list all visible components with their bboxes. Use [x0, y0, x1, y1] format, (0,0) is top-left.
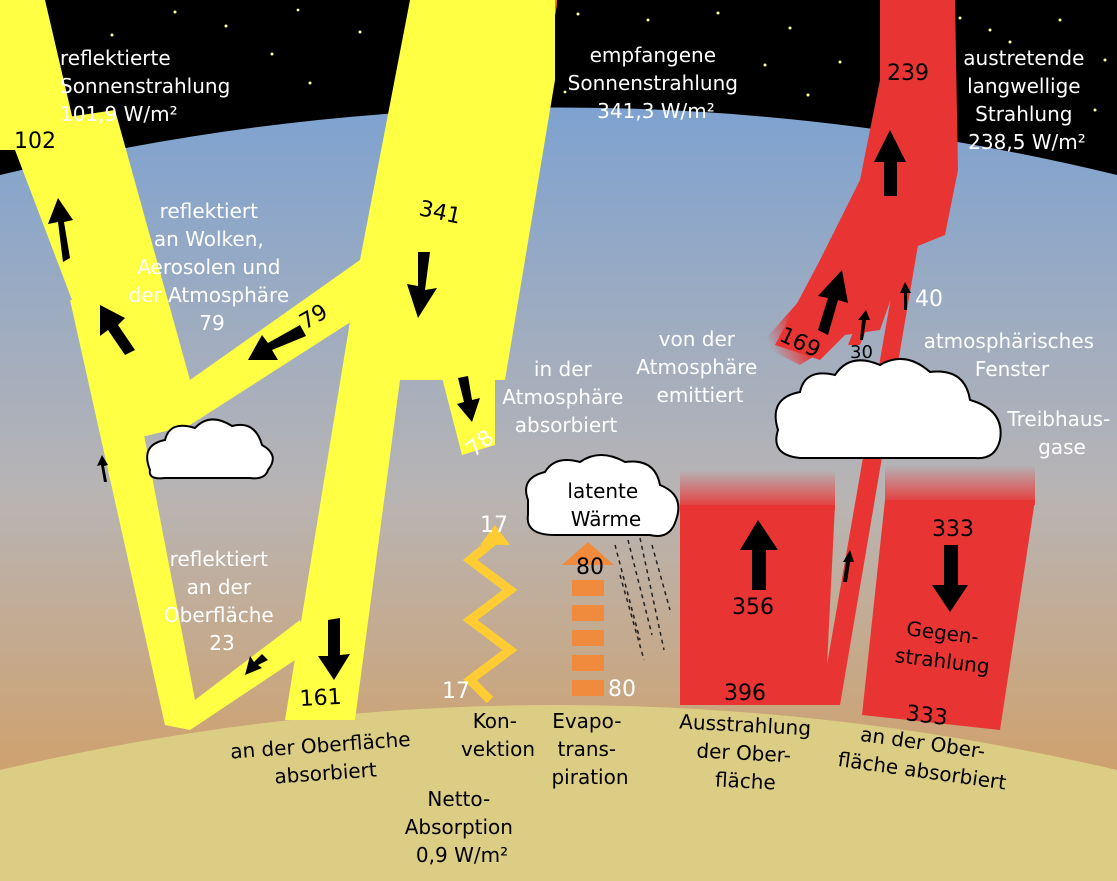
cloud-latent-icon: [525, 454, 680, 537]
cloud-emission-beam: [848, 250, 898, 345]
reflected-clouds-label: reflektiert an Wolken, Aerosolen und der…: [129, 199, 296, 335]
latent-heat-label: latente Wärme: [567, 479, 644, 531]
convection-label: Kon- vektion: [461, 709, 535, 761]
value-cloud-emitted: 30: [850, 342, 873, 363]
reflected-surface-label: reflektiert an der Oberfläche 23: [164, 547, 280, 655]
solar-streams: [0, 0, 555, 730]
net-absorption-label: Netto- Absorption 0,9 W/m²: [405, 787, 520, 867]
value-evapo-top: 80: [576, 555, 604, 580]
value-surface-emission: 356: [732, 595, 774, 620]
back-radiation-beam: [862, 500, 1035, 730]
evapotranspiration-arrow: [562, 542, 614, 696]
incoming-solar-label: empfangene Sonnenstrahlung 341,3 W/m²: [568, 43, 745, 123]
stars: [28, 8, 1107, 112]
value-surface-total: 396: [724, 681, 766, 706]
outgoing-longwave-beam: [775, 0, 958, 360]
value-reflected-total: 102: [14, 129, 56, 154]
reflection-v: [48, 110, 385, 440]
surface-reflection-arm: [70, 300, 310, 730]
cloud-right-icon: [774, 357, 1002, 460]
ground-background: [0, 705, 1117, 881]
emitted-atmosphere-label: von der Atmosphäre emittiert: [636, 327, 763, 407]
back-radiation-fade: [885, 465, 1035, 505]
value-convection-bottom: 17: [442, 679, 470, 704]
convection-arrow: [462, 525, 518, 704]
greenhouse-gases-label: Treibhaus- gase: [1006, 407, 1116, 459]
atmospheric-window-label: atmosphärisches Fenster: [924, 329, 1101, 381]
value-convection-top: 17: [480, 513, 508, 538]
surface-emission-beam: [680, 505, 835, 705]
value-back-top: 333: [932, 517, 974, 542]
value-outgoing: 239: [887, 61, 929, 86]
evapotranspiration-label: Evapo- trans- piration: [551, 709, 628, 789]
surface-emission-fade: [680, 470, 835, 510]
rain-icon: [614, 537, 671, 661]
incoming-beam: [285, 0, 555, 720]
value-evapo-bottom: 80: [608, 677, 636, 702]
infrared-streams: [680, 0, 1035, 730]
arrow-up-reflected: [48, 198, 73, 262]
reflected-solar-label: reflektierte Sonnenstrahlung 101,9 W/m²: [60, 46, 237, 126]
value-back-bottom: 333: [904, 701, 949, 731]
cloud-left-icon: [146, 418, 274, 480]
flow-arrows: [48, 130, 968, 680]
absorbed-atmosphere-label: in der Atmosphäre absorbiert: [502, 357, 629, 437]
outgoing-longwave-label: austretende langwellige Strahlung 238,5 …: [963, 46, 1090, 154]
value-window: 40: [915, 287, 943, 312]
atm-emission-fade: [760, 300, 840, 365]
value-surface-absorbed: 161: [299, 685, 342, 712]
